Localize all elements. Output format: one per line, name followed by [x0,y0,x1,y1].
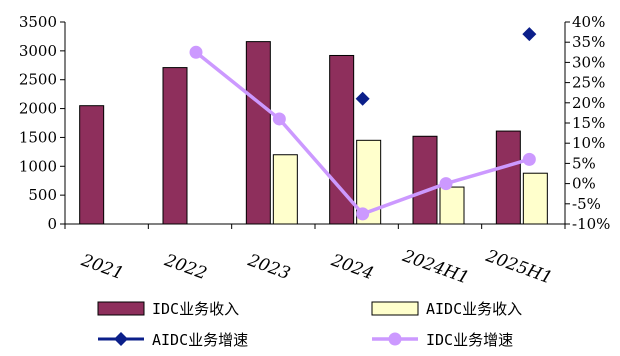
aidc-growth-point [355,91,370,106]
right-tick-label: 15% [572,114,605,132]
legend-swatch-marker [388,332,402,346]
left-tick-label: 500 [28,186,57,204]
legend-swatch [371,301,419,316]
right-tick-label: -5% [572,195,601,213]
right-tick-label: 25% [572,74,605,92]
idc-growth-point [189,45,203,59]
bars [79,41,548,225]
idc-revenue-bar [329,54,355,225]
right-tick-label: 10% [572,134,605,152]
legend-swatch [97,301,145,316]
idc-revenue-bar [495,130,521,225]
right-tick-label: 40% [572,13,605,31]
right-tick-label: 30% [572,53,605,71]
left-tick-label: 1000 [19,157,57,175]
left-tick-label: 3500 [19,13,57,31]
legend-label: AIDC业务收入 [426,300,522,318]
x-category-label: 2024H1 [399,246,472,289]
left-tick-label: 0 [47,215,57,233]
right-tick-label: 0% [572,175,596,193]
x-category-label: 2025H1 [482,246,555,289]
aidc-revenue-bar [522,172,548,225]
x-category-label: 2022 [161,250,209,284]
idc-growth-point [522,152,536,166]
x-category-label: 2023 [244,250,292,284]
legend-label: IDC业务收入 [152,300,239,318]
aidc-growth-point [522,27,537,42]
right-tick-label: 20% [572,94,605,112]
aidc-revenue-bar [272,154,298,225]
idc-growth-point [356,207,370,221]
left-tick-label: 2000 [19,100,57,118]
x-category-label: 2024 [328,250,376,284]
legend-label: IDC业务增速 [426,331,513,349]
right-tick-label: 35% [572,33,605,51]
left-tick-label: 3000 [19,42,57,60]
left-tick-label: 1500 [19,128,57,146]
idc-revenue-bar [245,41,271,225]
right-tick-label: 5% [572,154,596,172]
aidc-revenue-bar [439,186,465,225]
right-tick-label: -10% [572,215,610,233]
legend: IDC业务收入 AIDC业务收入 AIDC业务增速 IDC业务增速 [97,300,522,349]
axes [60,21,570,229]
growth-line [189,27,537,221]
idc-growth-point [272,112,286,126]
idc-revenue-bar [162,67,188,225]
idc-revenue-bar [412,135,438,225]
x-category-label: 2021 [78,250,126,284]
idc-growth-point [439,177,453,191]
idc-revenue-bar [79,105,105,225]
left-tick-label: 2500 [19,71,57,89]
tick-labels: 0 500 1000 1500 2000 2500 3000 3500 -10% -5% 0% 5% 1… [19,13,611,288]
legend-label: AIDC业务增速 [152,331,248,349]
legend-swatch-marker [114,332,128,346]
